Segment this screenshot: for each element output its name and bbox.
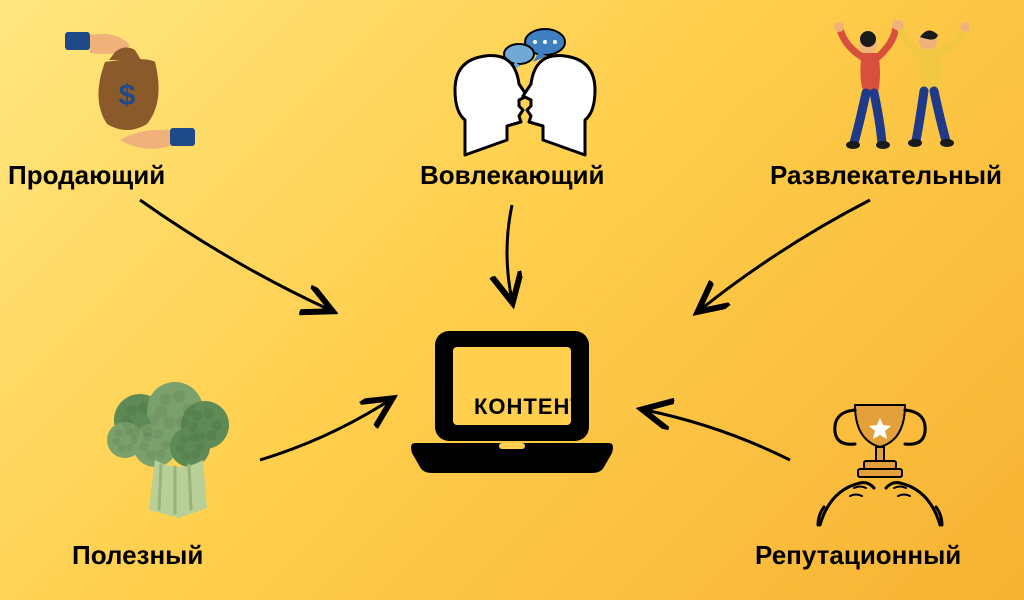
reputation-label: Репутационный xyxy=(755,540,961,571)
engaging-icon xyxy=(445,20,605,165)
selling-icon: $ xyxy=(55,20,205,165)
selling-label: Продающий xyxy=(8,160,165,191)
arrow-engaging xyxy=(507,205,512,300)
reputation-icon xyxy=(800,380,960,535)
arrow-selling xyxy=(140,200,330,310)
arrow-useful xyxy=(260,400,390,460)
arrow-entertaining xyxy=(700,200,870,310)
arrow-reputation xyxy=(645,410,790,460)
entertaining-icon xyxy=(820,15,980,165)
engaging-label: Вовлекающий xyxy=(420,160,605,191)
svg-text:$: $ xyxy=(119,79,136,112)
center-label: КОНТЕНТ xyxy=(474,394,585,420)
useful-icon xyxy=(95,375,245,530)
useful-label: Полезный xyxy=(72,540,203,571)
entertaining-label: Развлекательный xyxy=(770,160,1002,191)
infographic-canvas: $ Продающий Вовлекающий Развлекательный Поле… xyxy=(0,0,1024,600)
